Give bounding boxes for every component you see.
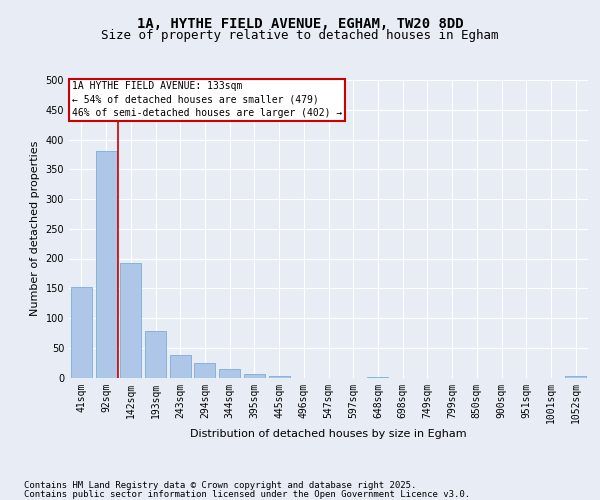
- Bar: [269, 376, 290, 378]
- Bar: [95, 152, 116, 378]
- Bar: [244, 374, 265, 378]
- Text: Contains HM Land Registry data © Crown copyright and database right 2025.: Contains HM Land Registry data © Crown c…: [24, 481, 416, 490]
- Bar: [71, 287, 92, 378]
- Bar: [145, 331, 166, 378]
- Y-axis label: Number of detached properties: Number of detached properties: [30, 141, 40, 316]
- Text: 1A, HYTHE FIELD AVENUE, EGHAM, TW20 8DD: 1A, HYTHE FIELD AVENUE, EGHAM, TW20 8DD: [137, 18, 463, 32]
- X-axis label: Distribution of detached houses by size in Egham: Distribution of detached houses by size …: [190, 429, 467, 439]
- Text: Size of property relative to detached houses in Egham: Size of property relative to detached ho…: [101, 29, 499, 42]
- Bar: [219, 369, 240, 378]
- Text: 1A HYTHE FIELD AVENUE: 133sqm
← 54% of detached houses are smaller (479)
46% of : 1A HYTHE FIELD AVENUE: 133sqm ← 54% of d…: [71, 82, 342, 118]
- Text: Contains public sector information licensed under the Open Government Licence v3: Contains public sector information licen…: [24, 490, 470, 499]
- Bar: [367, 377, 388, 378]
- Bar: [120, 264, 141, 378]
- Bar: [565, 376, 586, 378]
- Bar: [170, 355, 191, 378]
- Bar: [194, 362, 215, 378]
